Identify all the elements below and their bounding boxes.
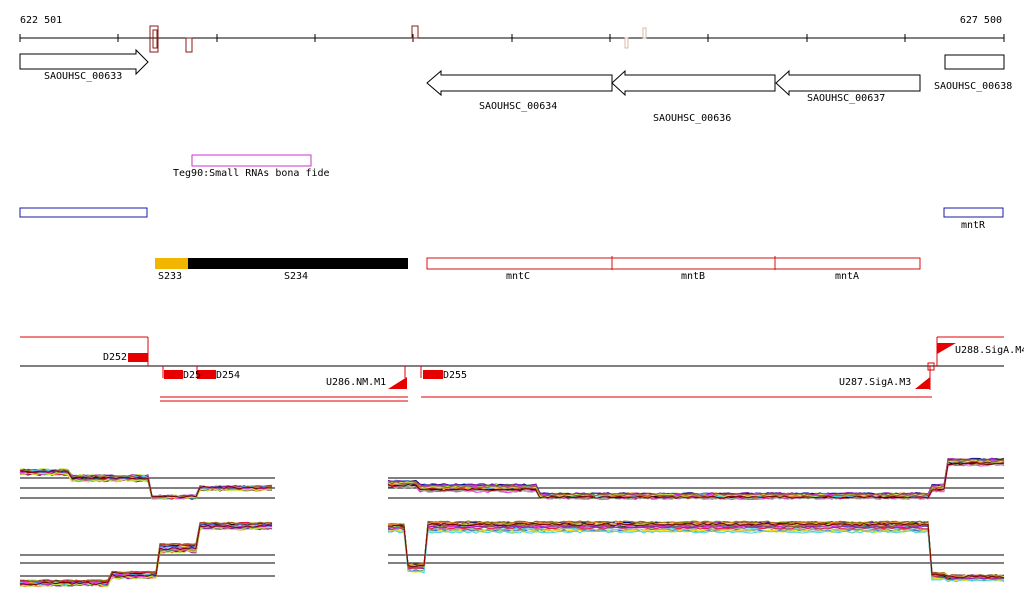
gene-arrow-SAOUHSC_00637[interactable] — [775, 69, 921, 97]
expression-trace — [387, 521, 1005, 578]
expression-trace — [19, 469, 273, 499]
transcript-label: D255 — [443, 370, 467, 381]
gene-label: SAOUHSC_00638 — [934, 81, 1012, 92]
transcript-label: U288.SigA.M4 — [955, 345, 1024, 356]
transcript-label: U287.SigA.M3 — [839, 377, 911, 388]
expression-trace — [387, 459, 1005, 497]
segment-label: mntA — [835, 271, 859, 282]
expression-trace — [387, 529, 1005, 583]
transcript-label: U286.NM.M1 — [326, 377, 386, 388]
expression-trace — [387, 525, 1005, 580]
segment-S234[interactable] — [188, 258, 408, 269]
segment-label: mntC — [506, 271, 530, 282]
regulator-box[interactable] — [19, 207, 148, 218]
gene-label: SAOUHSC_00636 — [653, 113, 731, 124]
expression-trace — [19, 527, 272, 587]
expression-trace — [387, 527, 1005, 581]
expression-trace — [387, 529, 1005, 582]
regulator-track — [19, 207, 1004, 218]
expression-trace — [387, 457, 1005, 496]
transcript-label: D254 — [216, 370, 240, 381]
ruler-mark — [642, 27, 647, 39]
expression-trace — [387, 526, 1005, 581]
gene-arrow-SAOUHSC_00634[interactable] — [426, 69, 613, 97]
promoter-U286[interactable] — [388, 377, 407, 389]
expression-trace — [19, 526, 273, 587]
segment-label: S234 — [284, 271, 308, 282]
expression-trace — [19, 523, 273, 584]
coord-end-label: 627 500 — [960, 15, 1002, 26]
segment-mntB[interactable] — [611, 257, 776, 270]
ruler-mark — [624, 37, 629, 49]
segment-label: mntB — [681, 271, 705, 282]
expression-lines — [387, 520, 1005, 583]
transcript-D252[interactable] — [128, 353, 148, 362]
small-rna-box[interactable] — [191, 154, 312, 167]
expression-trace — [19, 522, 273, 583]
ruler-mark — [149, 25, 159, 53]
ruler-mark — [185, 37, 193, 53]
small-rna-label: Teg90:Small RNAs bona fide — [173, 168, 330, 179]
expression-trace — [387, 459, 1004, 498]
expression-lines — [19, 521, 273, 588]
ruler-mark — [411, 25, 419, 39]
transcript-D25[interactable] — [164, 370, 183, 379]
segment-mntC[interactable] — [426, 257, 613, 270]
coordinate-ruler: 622 501 627 500 — [19, 15, 1005, 53]
expression-lines — [19, 468, 273, 501]
segment-label: S233 — [158, 271, 182, 282]
expression-trace — [19, 521, 273, 583]
expression-trace — [387, 529, 1005, 582]
promoter-U287-mark — [927, 362, 935, 371]
expression-panels — [19, 457, 1005, 588]
expression-trace — [19, 524, 273, 586]
gene-track — [19, 48, 1005, 97]
ruler-mark — [152, 29, 158, 49]
promoter-U288[interactable] — [937, 343, 956, 354]
coord-start-label: 622 501 — [20, 15, 62, 26]
expression-lines — [387, 457, 1005, 501]
expression-trace — [387, 523, 1005, 579]
ruler-feature-marks — [149, 25, 647, 53]
expression-trace — [388, 522, 1005, 579]
small-rna-track: Teg90:Small RNAs bona fide — [173, 154, 330, 179]
segment-mntA[interactable] — [774, 257, 921, 270]
expression-trace — [19, 470, 273, 499]
expression-trace — [20, 472, 273, 500]
expression-trace — [19, 524, 273, 586]
gene-labels: SAOUHSC_00633 SAOUHSC_00634 SAOUHSC_0063… — [44, 71, 1012, 124]
expression-panel-right — [387, 457, 1005, 583]
gene-label: SAOUHSC_00633 — [44, 71, 122, 82]
segment-track: S233 S234 mntC mntB mntA — [155, 256, 921, 282]
transcript-D255[interactable] — [423, 370, 443, 379]
promoter-U287[interactable] — [915, 377, 930, 389]
gene-arrow-SAOUHSC_00633[interactable] — [19, 48, 149, 76]
transcript-D254[interactable] — [197, 370, 216, 379]
gene-box-SAOUHSC_00638[interactable] — [944, 54, 1005, 70]
gene-label: SAOUHSC_00634 — [479, 101, 557, 112]
expression-trace — [387, 461, 1005, 499]
expression-trace — [387, 525, 1005, 580]
expression-trace — [387, 520, 1005, 578]
transcript-label: D252 — [103, 352, 127, 363]
gene-label: SAOUHSC_00637 — [807, 93, 885, 104]
expression-trace — [387, 526, 1005, 581]
regulator-box-mntR[interactable] — [943, 207, 1004, 218]
expression-panel-left — [19, 468, 275, 588]
regulator-label: mntR — [961, 220, 986, 231]
transcript-label: D25 — [183, 370, 201, 381]
transcript-track: D252 D25 D254 D255 U286.NM.M1 U287.SigA.… — [20, 336, 1024, 402]
segment-S233[interactable] — [155, 258, 188, 269]
gene-arrow-SAOUHSC_00636[interactable] — [611, 69, 776, 97]
